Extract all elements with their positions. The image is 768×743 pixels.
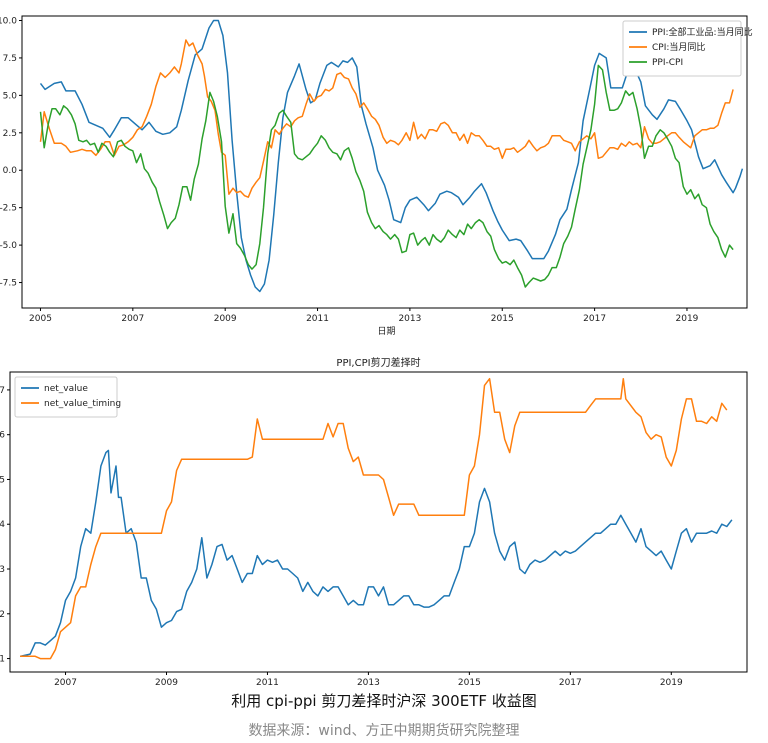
x-tick-label: 2011 [256,678,279,688]
y-tick-label: 5 [0,475,5,485]
x-tick-label: 2009 [155,678,178,688]
x-tick-label: 2007 [121,314,144,324]
x-tick-label: 2013 [398,314,421,324]
x-tick-label: 2007 [54,678,77,688]
plot-frame [21,15,748,309]
y-tick-label: 2.5 [3,129,17,139]
y-tick-label: 7.5 [3,54,17,64]
chart-panel-1: -7.5 -5.0 -2.5 0.0 2.5 5.0 7.5 10.0 2005 2007 2009… [0,15,753,337]
y-tick-label: 6 [0,431,5,441]
x-tick-label: 2017 [559,678,582,688]
x-tick-label: 2017 [583,314,606,324]
y-tick-label: 3 [0,565,5,575]
data-source-note: 数据来源：wind、方正中期期货研究院整理 [248,723,520,739]
legend-label: net_value_timing [44,399,121,409]
charts-canvas: -7.5 -5.0 -2.5 0.0 2.5 5.0 7.5 10.0 2005 2007 2009… [0,15,753,688]
y-tick-label: -5.0 [0,241,17,251]
x-tick-label: 2011 [306,314,329,324]
y-tick-label: 0.0 [3,166,18,176]
y-tick-label: 7 [0,386,5,396]
x-tick-label: 2019 [660,678,683,688]
x-tick-label: 2019 [676,314,699,324]
y-tick-label: 10.0 [0,16,17,26]
chart-panel-2: PPI,CPI剪刀差择时 1 2 3 4 5 6 7 2007 2009 2011 2013 2015 2… [0,356,748,688]
y-tick-label: 1 [0,655,5,665]
legend-label: net_value [44,384,88,394]
series-line-2 [39,39,734,198]
legend-box [14,376,118,418]
y-tick-label: 2 [0,610,5,620]
y-tick-label: -7.5 [0,279,17,289]
chart-title: PPI,CPI剪刀差择时 [336,356,420,369]
series-line-2 [20,377,728,660]
x-axis-label: 日期 [377,326,395,337]
x-tick-label: 2015 [458,678,481,688]
figure-caption: 利用 cpi-ppi 剪刀差择时沪深 300ETF 收益图 [231,692,537,710]
series-line-3 [39,64,734,288]
legend-box [622,20,742,77]
legend-label: PPI:全部工业品:当月同比 [652,26,753,38]
x-tick-label: 2005 [29,314,52,324]
x-tick-label: 2015 [491,314,514,324]
y-tick-label: -2.5 [0,204,17,214]
x-tick-label: 2013 [357,678,380,688]
series-line-1 [19,449,733,658]
legend-label: CPI:当月同比 [652,41,705,53]
plot-frame [9,371,748,673]
y-tick-label: 4 [0,520,5,530]
x-tick-label: 2009 [214,314,237,324]
legend-label: PPI-CPI [652,58,683,68]
y-tick-label: 5.0 [3,91,18,101]
